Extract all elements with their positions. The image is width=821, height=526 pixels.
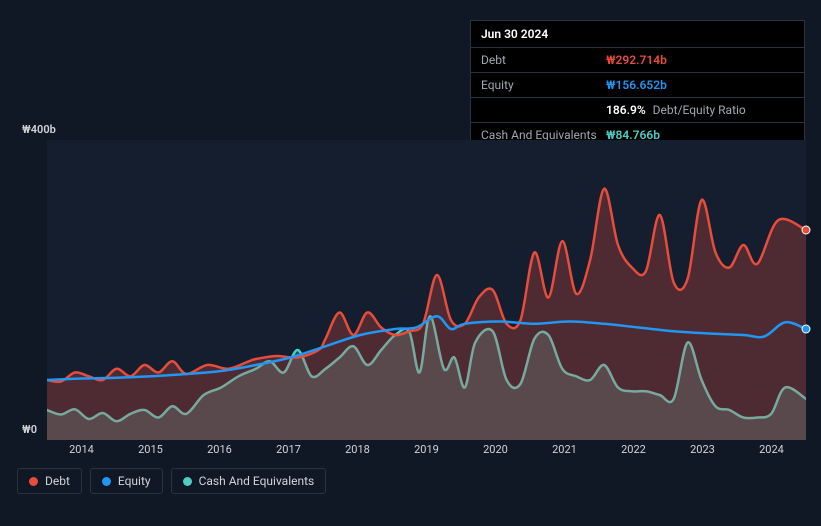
tooltip-value: ₩156.652b [606,78,667,92]
legend-item[interactable]: Debt [17,468,82,494]
chart[interactable]: ₩400b ₩0 2014201520162017201820192020202… [17,120,806,470]
series-marker [802,226,811,235]
legend-dot-icon [183,477,192,486]
x-tick: 2024 [737,443,806,456]
y-tick-max: ₩400b [22,123,56,136]
legend-dot-icon [102,477,111,486]
tooltip-label: Debt [481,53,606,67]
x-tick: 2017 [254,443,323,456]
tooltip-value: ₩292.714b [606,53,667,67]
legend-label: Debt [45,474,70,488]
x-tick: 2018 [323,443,392,456]
legend-dot-icon [29,477,38,486]
x-tick: 2020 [461,443,530,456]
series-marker [802,325,811,334]
x-tick: 2014 [47,443,116,456]
x-tick: 2016 [185,443,254,456]
legend-label: Cash And Equivalents [199,474,315,488]
x-axis-labels: 2014201520162017201820192020202120222023… [47,443,806,456]
tooltip-label [481,103,606,117]
plot-area[interactable] [47,140,806,440]
legend-item[interactable]: Cash And Equivalents [171,468,327,494]
tooltip-ratio: 186.9% Debt/Equity Ratio [606,103,746,117]
legend-item[interactable]: Equity [90,468,163,494]
tooltip-row: Equity₩156.652b [471,73,804,98]
legend: Debt Equity Cash And Equivalents [17,468,326,494]
y-tick-min: ₩0 [22,423,37,436]
x-tick: 2019 [392,443,461,456]
legend-label: Equity [118,474,151,488]
tooltip-label: Equity [481,78,606,92]
x-tick: 2022 [599,443,668,456]
x-tick: 2015 [116,443,185,456]
x-tick: 2023 [668,443,737,456]
x-tick: 2021 [530,443,599,456]
tooltip-date: Jun 30 2024 [471,21,804,48]
tooltip-row: Debt₩292.714b [471,48,804,73]
